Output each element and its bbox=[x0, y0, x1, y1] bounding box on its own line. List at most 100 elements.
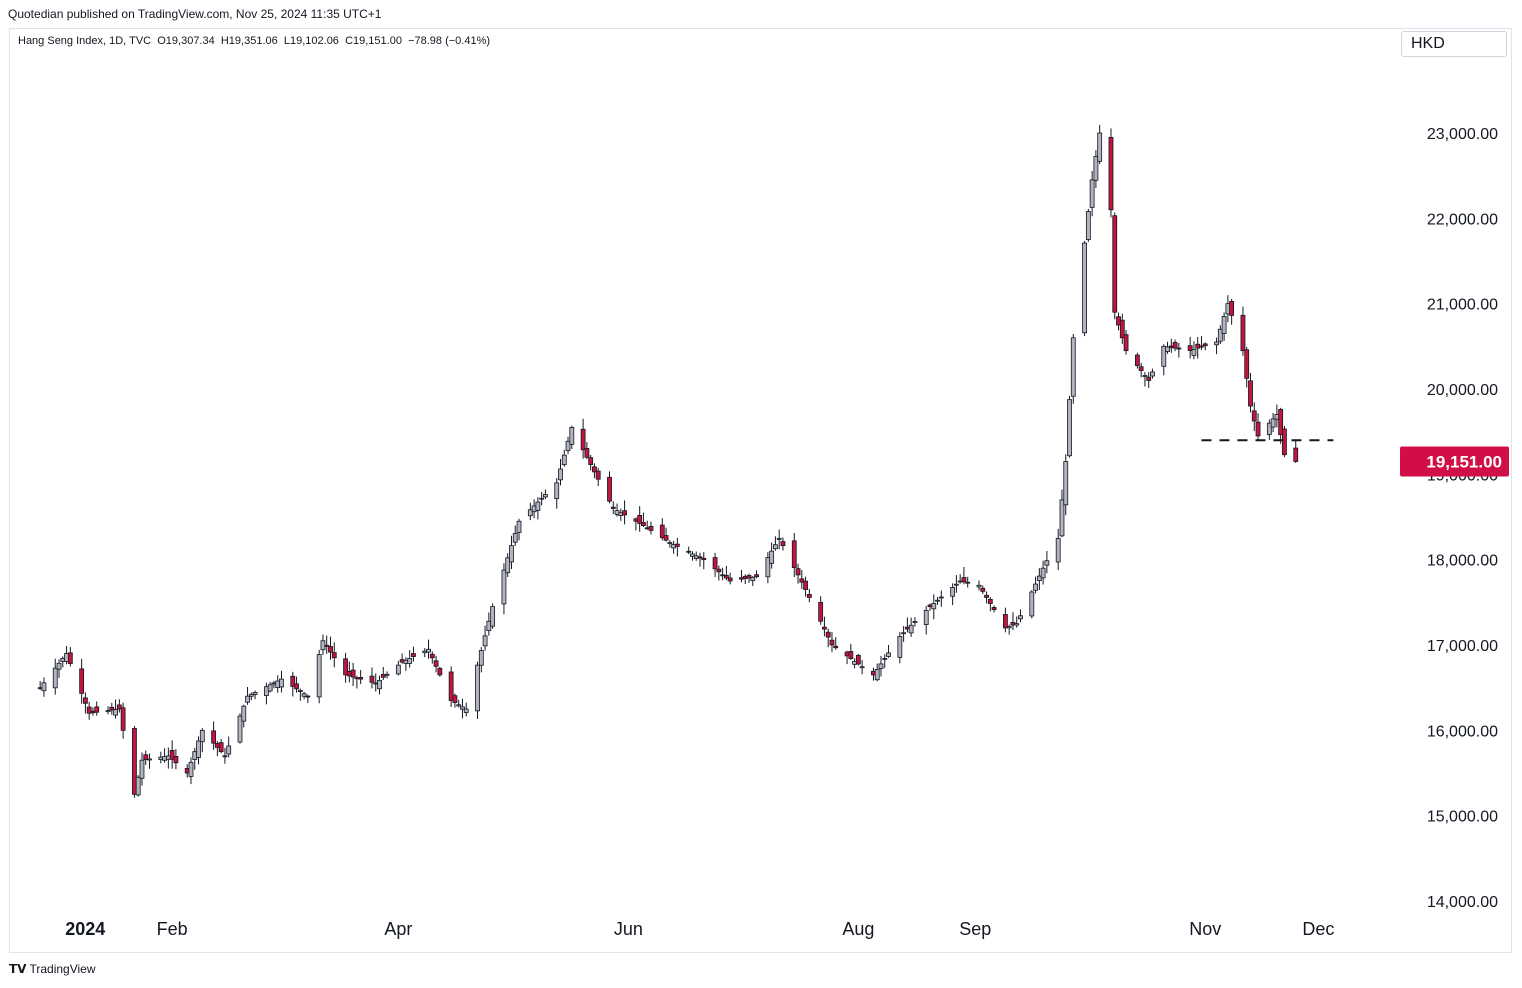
candle bbox=[316, 649, 322, 704]
candle-body-up bbox=[196, 740, 201, 758]
candle bbox=[222, 747, 228, 764]
candle bbox=[1036, 568, 1042, 591]
candle bbox=[1134, 352, 1140, 369]
candle bbox=[912, 617, 918, 627]
candle-body-up bbox=[1018, 615, 1023, 620]
candle-body-up bbox=[1089, 179, 1095, 208]
candle-body-down bbox=[965, 581, 971, 584]
candle bbox=[901, 625, 907, 642]
candle bbox=[245, 687, 250, 705]
candle bbox=[716, 565, 722, 581]
candle bbox=[1112, 212, 1118, 320]
candle-body-down bbox=[83, 697, 88, 704]
candle bbox=[1044, 550, 1050, 574]
candle-body-up bbox=[773, 544, 778, 550]
candle-body-down bbox=[358, 677, 364, 680]
currency-button[interactable]: HKD bbox=[1401, 31, 1507, 57]
candle bbox=[218, 738, 224, 754]
candle bbox=[991, 605, 997, 613]
candle bbox=[512, 525, 518, 547]
candle-body-up bbox=[516, 520, 522, 533]
candle-body-up bbox=[908, 624, 914, 634]
candle bbox=[674, 537, 680, 557]
candle-body-down bbox=[222, 755, 228, 758]
candle-body-down bbox=[961, 577, 967, 583]
candle bbox=[795, 563, 801, 584]
candle-body-up bbox=[456, 704, 462, 707]
candle-body-down bbox=[1229, 300, 1235, 316]
candle bbox=[1270, 412, 1276, 433]
candle-body-down bbox=[350, 669, 356, 678]
candle bbox=[803, 576, 808, 597]
candle-body-down bbox=[305, 695, 311, 698]
candle-body-down bbox=[991, 607, 997, 611]
candle bbox=[938, 590, 944, 607]
candle bbox=[1138, 362, 1144, 378]
candle-body-down bbox=[1244, 349, 1250, 379]
candle-body-up bbox=[935, 599, 940, 602]
candle bbox=[1165, 341, 1170, 354]
candle-body-up bbox=[874, 668, 880, 681]
candle bbox=[252, 690, 258, 700]
candle-body-up bbox=[1165, 346, 1170, 352]
candle-body-down bbox=[588, 457, 594, 465]
candle-body-up bbox=[1161, 345, 1167, 367]
candle-body-up bbox=[56, 662, 62, 670]
candle-body-down bbox=[120, 707, 126, 731]
tradingview-brand[interactable]: 𝗧𝗩 TradingView bbox=[9, 962, 96, 976]
candle bbox=[1187, 336, 1193, 359]
y-tick-label: 22,000.00 bbox=[1427, 211, 1498, 228]
candle bbox=[976, 580, 982, 591]
candle-body-up bbox=[1082, 242, 1087, 334]
candle-body-down bbox=[67, 652, 73, 664]
candle-body-down bbox=[1112, 215, 1118, 313]
candle bbox=[923, 606, 929, 635]
candle-body-down bbox=[584, 448, 590, 458]
candle bbox=[1097, 124, 1103, 165]
candle bbox=[226, 736, 232, 758]
candle-body-down bbox=[324, 644, 330, 647]
candle bbox=[1282, 426, 1287, 458]
candle bbox=[799, 570, 805, 589]
candle bbox=[1255, 413, 1261, 442]
candle-body-up bbox=[1029, 591, 1035, 617]
symbol-label[interactable]: Hang Seng Index, 1D, TVC bbox=[18, 35, 152, 47]
candle bbox=[411, 646, 416, 662]
candle-body-up bbox=[147, 758, 152, 761]
candle bbox=[509, 535, 514, 570]
candle bbox=[1229, 298, 1235, 325]
candle-body-up bbox=[897, 636, 903, 658]
candle-body-up bbox=[561, 454, 567, 466]
y-tick-label: 16,000.00 bbox=[1427, 723, 1498, 740]
candle-body-up bbox=[199, 729, 205, 743]
candle bbox=[1085, 208, 1091, 242]
candle bbox=[241, 704, 247, 728]
candle-body-up bbox=[882, 658, 888, 660]
candle bbox=[105, 706, 111, 715]
x-tick-label: Nov bbox=[1189, 919, 1221, 939]
candle-body-up bbox=[1044, 560, 1050, 566]
candle-body-down bbox=[822, 626, 827, 630]
candle bbox=[1150, 368, 1155, 379]
candle-body-down bbox=[980, 587, 986, 592]
candle bbox=[882, 654, 888, 669]
candle bbox=[113, 699, 118, 719]
chart-frame[interactable] bbox=[9, 28, 1512, 953]
candle bbox=[1244, 346, 1250, 388]
candle-body-down bbox=[211, 730, 217, 744]
candle-body-up bbox=[535, 501, 541, 511]
candle-body-down bbox=[380, 674, 386, 678]
candle bbox=[1059, 489, 1065, 538]
candle-body-up bbox=[509, 545, 514, 563]
candle bbox=[478, 647, 484, 673]
candle-body-up bbox=[1070, 337, 1076, 397]
candle-body-down bbox=[1003, 614, 1008, 629]
candle bbox=[874, 663, 880, 682]
candle bbox=[1003, 607, 1008, 633]
candle bbox=[776, 529, 782, 550]
candle bbox=[343, 652, 348, 683]
candle-body-up bbox=[543, 493, 548, 498]
candle-body-down bbox=[648, 526, 654, 531]
candle-body-up bbox=[912, 621, 918, 623]
